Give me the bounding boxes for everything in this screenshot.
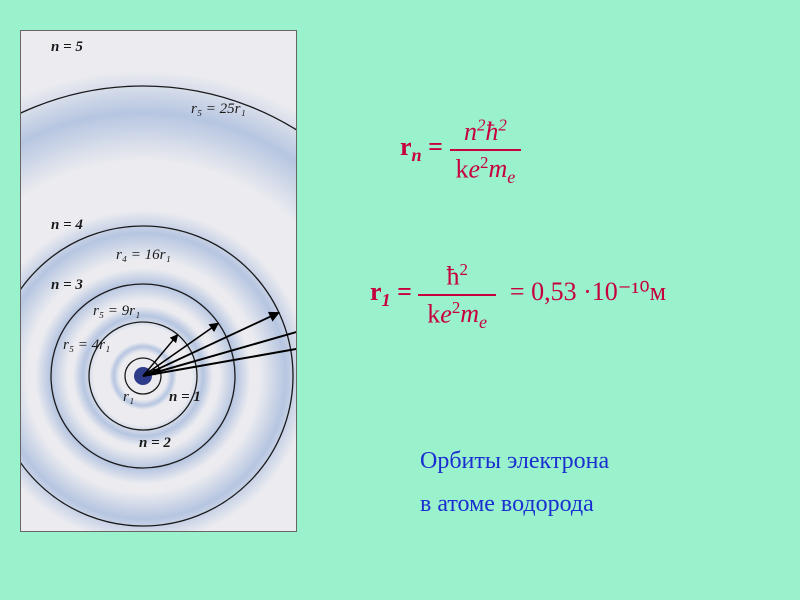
- caption-line1: Орбиты электрона: [420, 440, 609, 483]
- formula-r1: r1 = ћ2 ke2me = 0,53 ·10⁻¹⁰м: [370, 260, 770, 334]
- svg-text:n = 1: n = 1: [169, 389, 201, 405]
- r1-lhs-sub: 1: [382, 291, 391, 311]
- rn-lhs-sub: n: [412, 146, 422, 166]
- rn-num: n2ћ2: [464, 117, 507, 146]
- r1-lhs: r: [370, 277, 382, 306]
- svg-text:r₅ = 25r₁: r₅ = 25r₁: [191, 101, 246, 117]
- r1-den: ke2me: [418, 296, 495, 334]
- svg-text:n = 5: n = 5: [51, 39, 83, 55]
- svg-text:r₄ = 16r₁: r₄ = 16r₁: [116, 247, 171, 263]
- svg-text:r₅ = 4r₁: r₅ = 4r₁: [63, 337, 110, 353]
- svg-text:r₅ = 9r₁: r₅ = 9r₁: [93, 303, 140, 319]
- bohr-orbits-diagram: n = 5 r₅ = 25r₁ n = 4 r₄ = 16r₁ n = 3 r₅ = 9r…: [20, 30, 297, 532]
- svg-text:n = 4: n = 4: [51, 217, 83, 233]
- caption: Орбиты электрона в атоме водорода: [420, 440, 609, 526]
- r1-rhs: = 0,53 ·10⁻¹⁰м: [510, 277, 666, 306]
- rn-lhs: r: [400, 132, 412, 161]
- svg-text:n = 3: n = 3: [51, 277, 83, 293]
- caption-line2: в атоме водорода: [420, 483, 609, 526]
- rn-den: ke2me: [450, 151, 522, 189]
- svg-text:n = 2: n = 2: [139, 435, 171, 451]
- svg-text:r₁: r₁: [123, 389, 134, 405]
- formula-rn: rn = n2ћ2 ke2me: [400, 115, 660, 189]
- r1-num: ћ2: [418, 260, 495, 296]
